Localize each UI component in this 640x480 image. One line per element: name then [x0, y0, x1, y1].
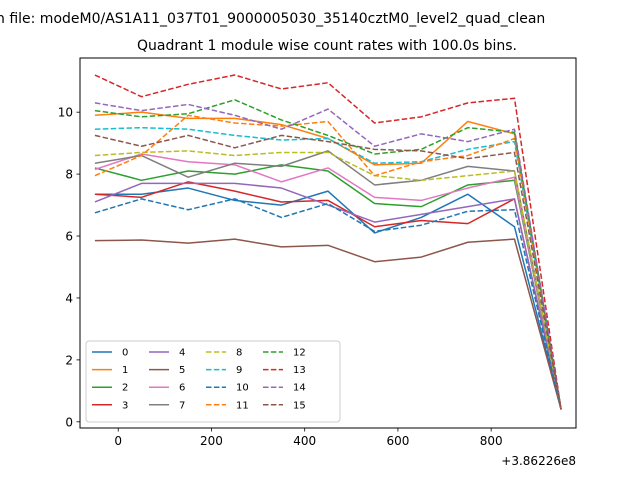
series-line-11	[94, 114, 562, 410]
legend-label-8: 8	[236, 348, 242, 359]
series-line-9	[94, 126, 562, 410]
series-line-14	[94, 102, 562, 410]
x-offset-label: +3.86226e8	[501, 454, 576, 468]
legend-label-12: 12	[293, 348, 306, 359]
x-tick-label: 0	[114, 434, 122, 448]
y-tick-label: 0	[65, 415, 73, 429]
y-tick-label: 10	[58, 106, 73, 120]
series-line-5	[94, 238, 562, 410]
legend-label-1: 1	[122, 365, 128, 376]
legend-label-9: 9	[236, 365, 242, 376]
series-line-15	[94, 134, 562, 410]
y-tick-label: 4	[65, 291, 73, 305]
x-tick-label: 400	[293, 434, 316, 448]
figure-suptitle: n file: modeM0/AS1A11_037T01_9000005030_…	[0, 11, 545, 27]
legend-label-14: 14	[293, 383, 306, 394]
y-tick-label: 8	[65, 168, 73, 182]
legend-label-3: 3	[122, 400, 128, 411]
plot-frame	[79, 57, 577, 429]
x-axis: 0 200 400 600 800	[114, 428, 503, 448]
y-tick-label: 2	[65, 353, 73, 367]
series-line-8	[94, 150, 562, 410]
y-axis: 0 2 4 6 8 10	[58, 106, 80, 429]
legend-label-2: 2	[122, 383, 128, 394]
legend-label-7: 7	[179, 400, 185, 411]
y-tick-label: 6	[65, 230, 73, 244]
series-line-6	[94, 153, 562, 410]
chart-title: Quadrant 1 module wise count rates with …	[137, 38, 517, 54]
legend-label-13: 13	[293, 365, 306, 376]
x-tick-label: 600	[386, 434, 409, 448]
series-layer	[94, 74, 562, 410]
x-tick-label: 200	[200, 434, 223, 448]
series-line-3	[94, 181, 562, 410]
series-line-0	[94, 187, 562, 410]
legend-box	[85, 340, 341, 423]
legend-label-15: 15	[293, 400, 306, 411]
series-line-4	[94, 182, 562, 410]
series-line-10	[94, 198, 562, 410]
legend-label-10: 10	[236, 383, 249, 394]
legend-label-5: 5	[179, 365, 185, 376]
x-tick-label: 800	[480, 434, 503, 448]
series-line-2	[94, 164, 562, 410]
legend-label-4: 4	[179, 348, 185, 359]
series-line-12	[94, 99, 562, 410]
legend-label-0: 0	[122, 348, 128, 359]
legend-label-11: 11	[236, 400, 249, 411]
series-line-7	[94, 150, 562, 410]
legend-label-6: 6	[179, 383, 185, 394]
series-line-13	[94, 74, 562, 410]
